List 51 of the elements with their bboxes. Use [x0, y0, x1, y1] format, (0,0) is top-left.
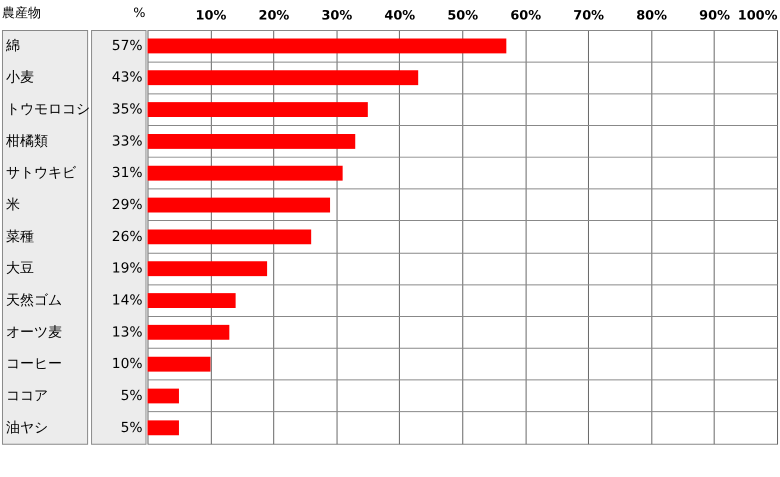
data-label: 19% — [112, 260, 143, 277]
data-label: 33% — [112, 133, 143, 150]
data-label: 5% — [120, 420, 143, 436]
bar — [147, 102, 368, 117]
x-tick-label: 50% — [447, 8, 478, 24]
data-label: 31% — [112, 165, 143, 182]
bar — [147, 198, 330, 212]
data-label: 26% — [112, 228, 143, 245]
x-tick-label: 10% — [196, 8, 226, 24]
y-tick-label: コーヒー — [6, 356, 62, 372]
y-tick-label: 米 — [6, 197, 20, 214]
data-label: 5% — [120, 388, 143, 404]
bar — [147, 324, 230, 340]
x-tick-label: 100% — [738, 8, 778, 24]
x-tick-label: 70% — [573, 8, 604, 24]
data-label: 35% — [112, 102, 143, 118]
bar — [147, 388, 179, 404]
y-tick-label: 小麦 — [6, 70, 34, 86]
y-tick-label: ココア — [6, 388, 48, 404]
bar — [147, 356, 210, 372]
y-tick-label: オーツ麦 — [6, 324, 62, 340]
y-tick-label: 大豆 — [6, 260, 34, 277]
y-tick-label: 菜種 — [6, 228, 34, 245]
y-tick-label: サトウキビ — [6, 165, 77, 182]
x-tick-label: 20% — [258, 8, 290, 24]
data-label: 13% — [112, 324, 143, 340]
y-axis-title: 農産物 — [2, 5, 41, 22]
y-tick-label: 天然ゴム — [6, 292, 62, 308]
bar — [147, 229, 312, 244]
data-label: 14% — [112, 292, 143, 308]
bar — [147, 261, 268, 276]
x-tick-label: 90% — [699, 8, 730, 24]
data-label: 43% — [112, 70, 143, 86]
y-tick-label: 柑橘類 — [4, 133, 48, 150]
bar — [147, 38, 506, 54]
x-tick-label: 40% — [384, 8, 416, 24]
y-tick-label: 油ヤシ — [6, 420, 48, 436]
x-axis-title: % — [133, 6, 146, 22]
x-tick-label: 60% — [510, 8, 542, 24]
bar — [147, 293, 236, 308]
data-label: 10% — [112, 356, 143, 372]
y-tick-label: 綿 — [4, 38, 20, 54]
y-tick-label: トウモロコシ — [6, 102, 90, 118]
bar — [147, 70, 418, 86]
data-label: 57% — [112, 38, 143, 54]
data-label: 29% — [112, 197, 143, 214]
bar — [147, 134, 356, 149]
bar — [147, 420, 179, 436]
bar — [147, 166, 343, 181]
x-tick-label: 80% — [636, 8, 668, 24]
x-tick-label: 30% — [321, 8, 352, 24]
